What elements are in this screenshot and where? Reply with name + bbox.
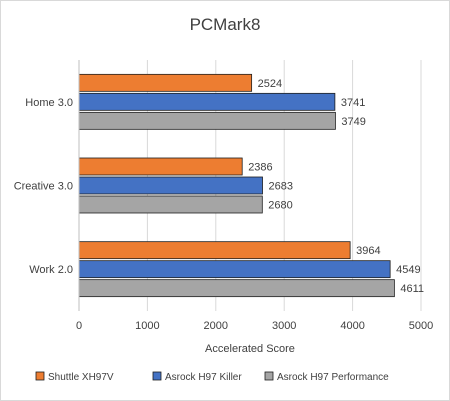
- legend-swatch: [152, 371, 162, 381]
- x-tick-label: 3000: [272, 320, 296, 332]
- axes: 0 1000 2000 3000 4000 5000 Home 3.0 Creative 3.…: [14, 60, 433, 332]
- x-tick-label: 5000: [409, 320, 433, 332]
- x-axis-label: Accelerated Score: [205, 343, 295, 355]
- bar-value-label: 3749: [341, 116, 365, 128]
- x-tick-label: 4000: [340, 320, 364, 332]
- category-label: Creative 3.0: [14, 181, 73, 193]
- x-tick-label: 1000: [135, 320, 159, 332]
- bar: [78, 279, 395, 298]
- legend-swatch: [35, 371, 45, 381]
- legend-swatch: [264, 371, 274, 381]
- bar: [78, 195, 263, 214]
- bar: [78, 92, 336, 111]
- bar-value-label: 2524: [258, 78, 282, 90]
- legend-label: Asrock H97 Killer: [165, 372, 242, 383]
- bar: [78, 73, 253, 92]
- bar-value-label: 3964: [356, 245, 380, 257]
- legend-label: Asrock H97 Performance: [277, 372, 389, 383]
- bar: [78, 241, 351, 260]
- bar: [78, 260, 391, 279]
- category-label: Home 3.0: [25, 97, 73, 109]
- bar: [78, 176, 263, 195]
- legend-label: Shuttle XH97V: [48, 372, 114, 383]
- bar-value-label: 2683: [269, 181, 293, 193]
- bar-value-label: 3741: [341, 97, 365, 109]
- bar-value-label: 2680: [268, 200, 292, 212]
- bar-value-label: 2386: [248, 162, 272, 174]
- legend: Shuttle XH97V Asrock H97 Killer Asrock H97…: [35, 371, 389, 383]
- bar-value-label: 4549: [396, 264, 420, 276]
- chart-title: PCMark8: [190, 15, 261, 34]
- bar-value-label: 4611: [400, 283, 424, 295]
- x-tick-label: 2000: [204, 320, 228, 332]
- data-labels: 2524 3741 3749 2386 2683 2680 3964 4549 4611: [248, 78, 424, 295]
- bars: [78, 73, 395, 298]
- category-label: Work 2.0: [29, 264, 73, 276]
- bar: [78, 157, 243, 176]
- bar: [78, 111, 336, 130]
- x-tick-label: 0: [76, 320, 82, 332]
